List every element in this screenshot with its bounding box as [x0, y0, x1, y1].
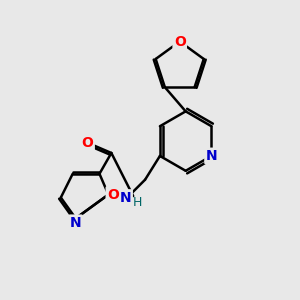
Text: O: O	[82, 136, 94, 150]
Text: O: O	[174, 34, 186, 49]
Text: N: N	[70, 216, 82, 230]
Text: H: H	[133, 196, 142, 208]
Text: O: O	[107, 188, 119, 202]
Text: N: N	[120, 190, 132, 205]
Text: N: N	[206, 149, 217, 163]
